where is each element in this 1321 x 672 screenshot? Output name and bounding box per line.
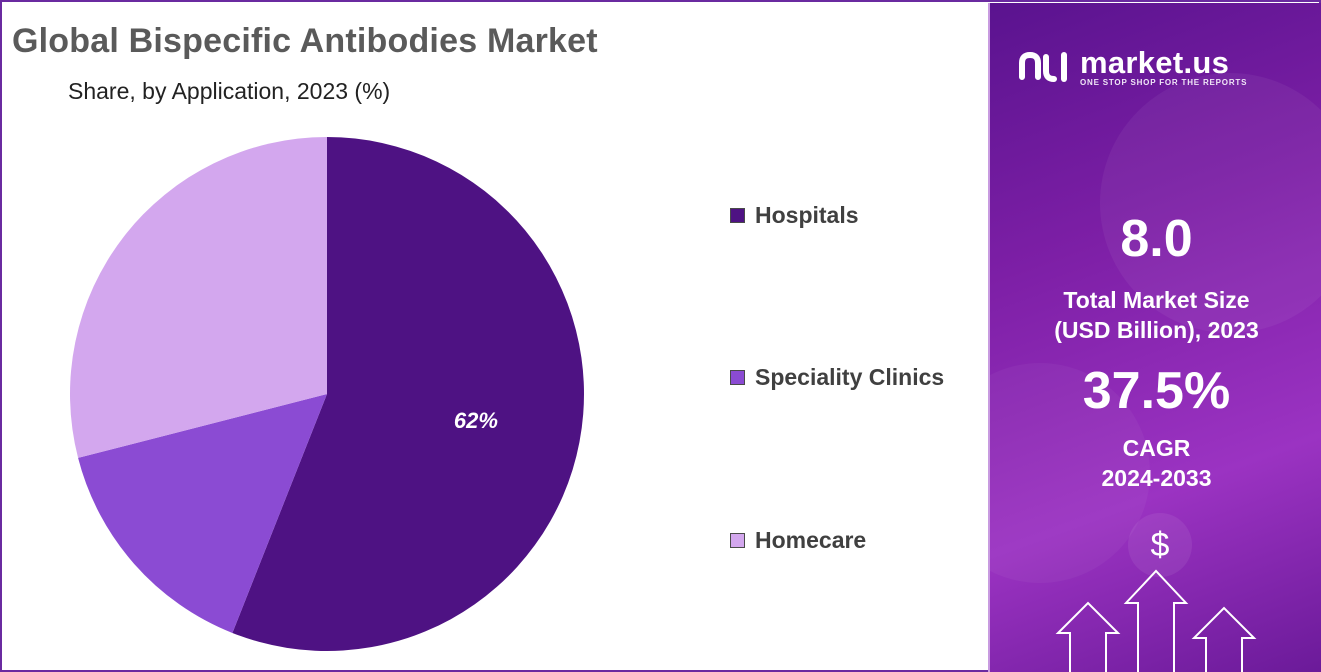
market-size-label: Total Market Size (USD Billion), 2023: [990, 285, 1321, 345]
market-size-label-line-2: (USD Billion), 2023: [1054, 317, 1259, 343]
info-panel: market.us ONE STOP SHOP FOR THE REPORTS …: [988, 3, 1321, 672]
chart-title: Global Bispecific Antibodies Market: [12, 22, 598, 60]
panel-decor-circle: [1100, 73, 1321, 333]
legend-swatch-hospitals: [730, 208, 745, 223]
market-us-logo: market.us ONE STOP SHOP FOR THE REPORTS: [1016, 47, 1247, 87]
legend-item-speciality-clinics: Speciality Clinics: [730, 364, 944, 391]
logo-tagline: ONE STOP SHOP FOR THE REPORTS: [1080, 77, 1248, 87]
pie-slice-speciality-clinics: [78, 394, 327, 633]
legend-item-hospitals: Hospitals: [730, 202, 859, 229]
legend-label-speciality-clinics: Speciality Clinics: [755, 364, 945, 390]
dollar-icon: $: [1128, 513, 1192, 577]
pie-chart: 62%: [69, 136, 584, 651]
legend-label-homecare: Homecare: [755, 527, 867, 553]
market-size-value: 8.0: [1120, 210, 1193, 268]
pie-slice-homecare: [69, 136, 327, 458]
market-us-logo-icon: [1019, 51, 1067, 82]
market-size-label-line-1: Total Market Size: [1063, 287, 1250, 313]
legend-label-hospitals: Hospitals: [755, 202, 859, 228]
cagr-label: CAGR 2024-2033: [990, 433, 1321, 493]
logo-text: market.us: [1080, 44, 1230, 80]
cagr-label-line-2: 2024-2033: [1101, 465, 1212, 491]
growth-arrows-icon: [1055, 569, 1257, 672]
legend-item-homecare: Homecare: [730, 527, 866, 554]
chart-subtitle: Share, by Application, 2023 (%): [68, 78, 391, 104]
data-label-hospitals: 62%: [454, 408, 498, 433]
pie-slice-hospitals: [232, 137, 584, 651]
cagr-value: 37.5%: [1082, 362, 1231, 420]
cagr-label-line-1: CAGR: [1122, 435, 1191, 461]
legend-swatch-homecare: [730, 533, 745, 548]
legend-swatch-speciality-clinics: [730, 370, 745, 385]
